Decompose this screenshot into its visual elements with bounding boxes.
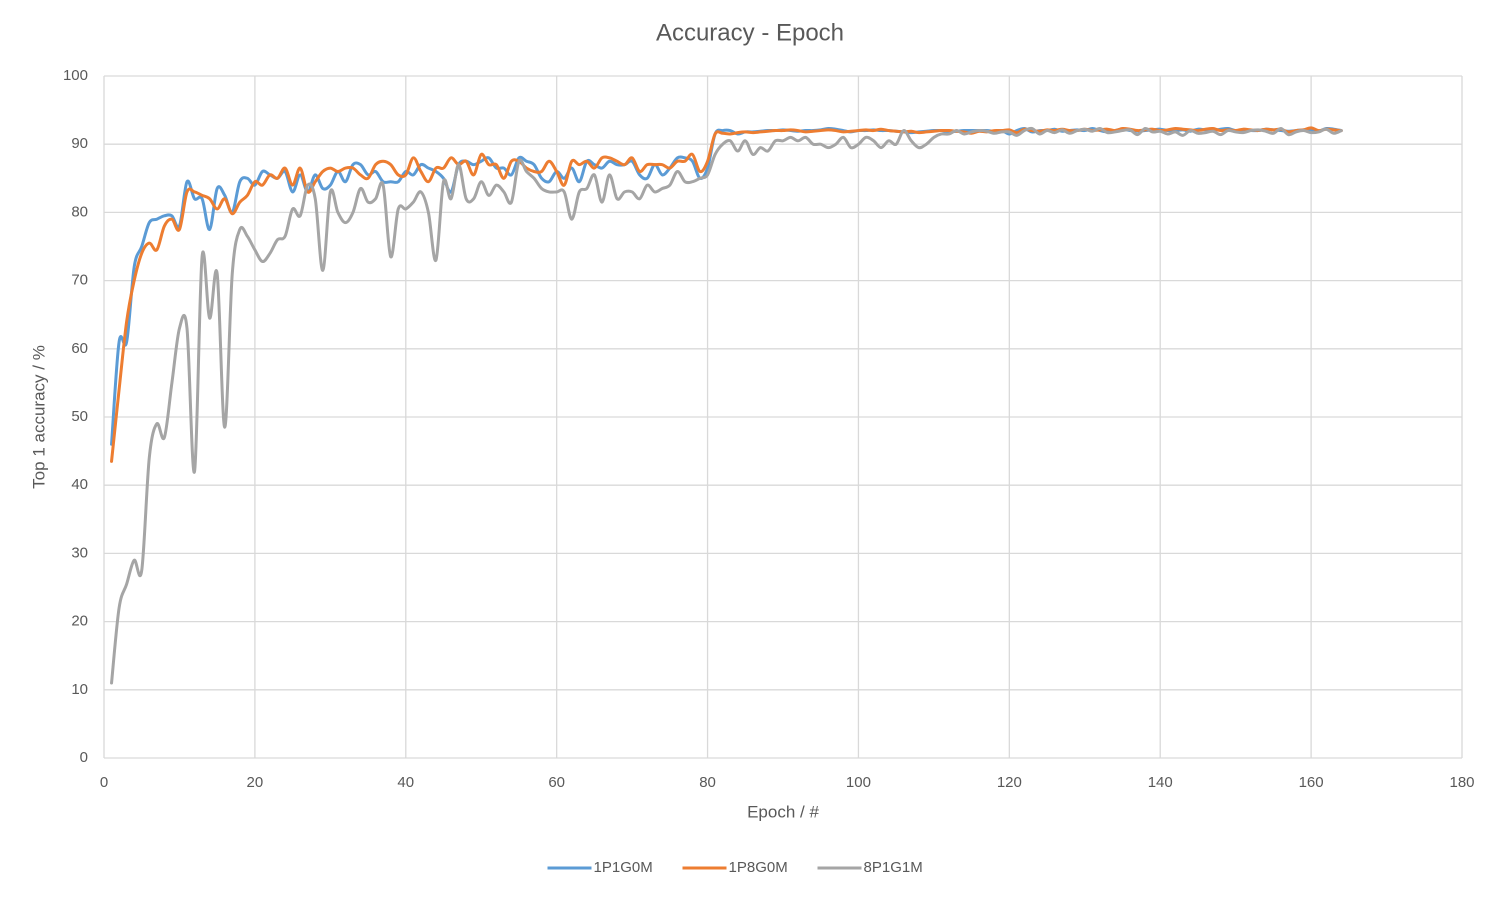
- y-tick-label: 0: [80, 749, 88, 766]
- y-tick-label: 100: [63, 67, 88, 84]
- y-tick-label: 10: [71, 681, 88, 698]
- y-tick-label: 20: [71, 613, 88, 630]
- legend-label: 1P1G0M: [594, 859, 653, 876]
- x-tick-label: 20: [247, 774, 264, 791]
- series-line: [110, 126, 1343, 463]
- y-tick-label: 70: [71, 272, 88, 289]
- x-tick-label: 140: [1148, 774, 1173, 791]
- y-tick-label: 90: [71, 135, 88, 152]
- legend-label: 8P1G1M: [864, 859, 923, 876]
- x-tick-label: 120: [997, 774, 1022, 791]
- x-tick-label: 180: [1449, 774, 1474, 791]
- y-tick-label: 30: [71, 544, 88, 561]
- y-tick-label: 60: [71, 340, 88, 357]
- x-tick-label: 40: [397, 774, 414, 791]
- y-tick-label: 40: [71, 476, 88, 493]
- x-axis-label: Epoch / #: [747, 802, 819, 821]
- y-tick-label: 50: [71, 408, 88, 425]
- chart-title: Accuracy - Epoch: [656, 19, 844, 46]
- y-axis-label: Top 1 accuracy / %: [29, 345, 48, 489]
- x-tick-label: 80: [699, 774, 716, 791]
- x-tick-label: 100: [846, 774, 871, 791]
- x-tick-label: 160: [1299, 774, 1324, 791]
- x-tick-label: 0: [100, 774, 108, 791]
- series-line: [110, 126, 1343, 685]
- legend-label: 1P8G0M: [729, 859, 788, 876]
- y-tick-label: 80: [71, 203, 88, 220]
- x-tick-label: 60: [548, 774, 565, 791]
